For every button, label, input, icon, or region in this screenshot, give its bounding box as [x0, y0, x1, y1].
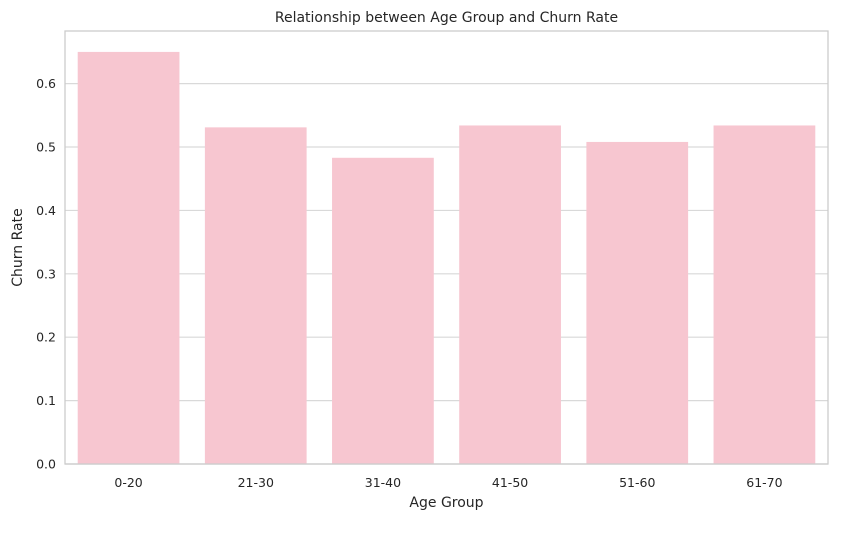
- x-tick-label: 0-20: [114, 475, 142, 490]
- y-tick-label: 0.4: [36, 203, 56, 218]
- bar-31-40: [332, 157, 434, 464]
- y-tick-label: 0.2: [36, 330, 56, 345]
- x-tick-label: 21-30: [238, 475, 274, 490]
- x-tick-label: 31-40: [365, 475, 401, 490]
- gridlines: [65, 83, 828, 465]
- y-tick-label: 0.5: [36, 140, 56, 155]
- y-tick-labels: 0.0 0.1 0.2 0.3 0.4 0.5 0.6: [36, 76, 56, 471]
- x-tick-label: 61-70: [746, 475, 782, 490]
- bar-51-60: [586, 141, 689, 464]
- bar-0-20: [77, 51, 180, 465]
- bar-41-50: [459, 125, 561, 465]
- chart-title: Relationship between Age Group and Churn…: [275, 10, 618, 26]
- y-tick-label: 0.3: [36, 266, 56, 281]
- y-axis-label: Churn Rate: [10, 208, 26, 286]
- x-tick-labels: 0-20 21-30 31-40 41-50 51-60 61-70: [114, 475, 782, 490]
- y-tick-label: 0.6: [36, 76, 56, 91]
- bar-21-30: [204, 127, 307, 465]
- y-tick-label: 0.0: [36, 457, 56, 472]
- x-tick-label: 51-60: [619, 475, 655, 490]
- bar-61-70: [713, 125, 816, 465]
- y-tick-label: 0.1: [36, 393, 56, 408]
- plot-frame: [64, 30, 829, 465]
- x-axis-label: Age Group: [409, 495, 483, 511]
- bars: [77, 51, 816, 465]
- x-tick-label: 41-50: [492, 475, 528, 490]
